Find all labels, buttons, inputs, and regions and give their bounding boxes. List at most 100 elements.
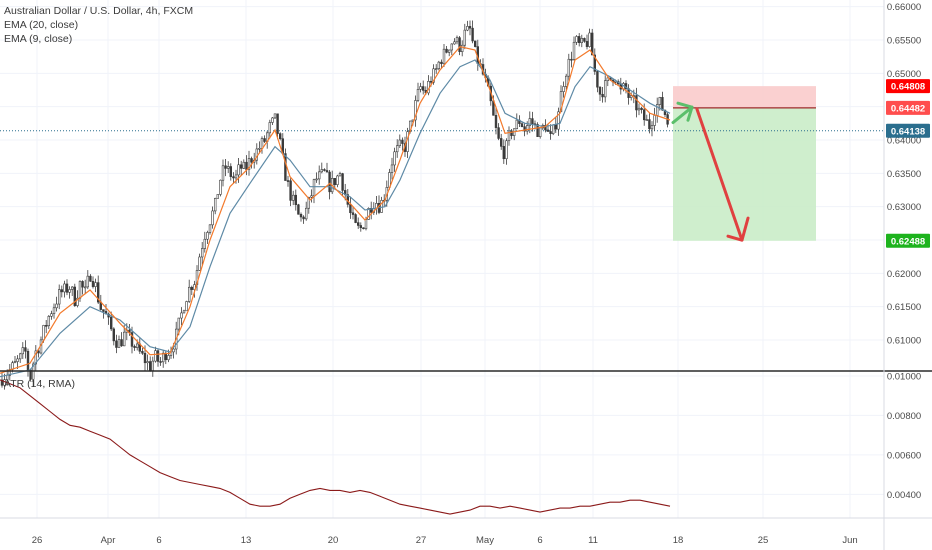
candle-body xyxy=(211,210,214,226)
candle xyxy=(494,107,498,135)
price-tick-label: 0.61000 xyxy=(887,336,921,347)
candle xyxy=(333,178,336,189)
candle xyxy=(588,28,591,48)
candle-body xyxy=(362,227,365,230)
atr-legend[interactable]: ATR (14, RMA) xyxy=(4,378,75,390)
candle xyxy=(336,174,339,188)
candle xyxy=(468,20,472,36)
candle xyxy=(416,82,420,103)
candle-body xyxy=(136,343,139,348)
price-tag-current: 0.64138 xyxy=(886,123,930,138)
candle xyxy=(390,157,394,180)
candle-body xyxy=(18,353,22,360)
candle-body xyxy=(57,289,61,305)
candle-body xyxy=(162,352,165,363)
candle-body xyxy=(648,119,651,130)
candle-body xyxy=(123,331,126,347)
candle xyxy=(356,217,360,229)
candle-body xyxy=(247,158,251,170)
candle xyxy=(471,20,474,44)
candle-body xyxy=(120,339,123,347)
candle xyxy=(445,45,448,54)
candle-body xyxy=(112,328,116,342)
candle xyxy=(393,147,396,172)
candle-body xyxy=(590,32,594,56)
candle-body xyxy=(466,26,469,31)
candle-body xyxy=(214,198,217,212)
candle-body xyxy=(458,37,461,52)
candle-body xyxy=(549,131,552,134)
candle-body xyxy=(273,113,277,119)
candle-body xyxy=(71,286,74,290)
candle-body xyxy=(419,86,422,90)
time-tick-label: Apr xyxy=(101,535,116,546)
time-tick-label: Jun xyxy=(842,535,857,546)
candle xyxy=(325,162,329,173)
candle xyxy=(133,344,136,351)
candle xyxy=(294,189,297,211)
candle-body xyxy=(52,307,56,315)
candle xyxy=(250,156,253,169)
atr-tick-label: 0.00600 xyxy=(887,450,921,461)
candle xyxy=(203,231,206,253)
candle-body xyxy=(440,61,443,65)
symbol-legend[interactable]: Australian Dollar / U.S. Dollar, 4h, FXC… xyxy=(4,5,194,17)
candle-body xyxy=(21,347,24,355)
candle xyxy=(596,70,599,93)
stop-loss-zone xyxy=(673,86,816,108)
candle-body xyxy=(393,151,396,166)
candle xyxy=(323,168,326,172)
candle-body xyxy=(302,216,305,220)
candle xyxy=(47,314,51,329)
candle-body xyxy=(289,180,292,201)
candle-body xyxy=(299,214,303,218)
candle-body xyxy=(91,281,95,287)
candle-body xyxy=(227,166,230,169)
candle xyxy=(120,332,123,347)
candle-body xyxy=(572,41,576,60)
candle-body xyxy=(390,164,394,173)
candle xyxy=(110,311,113,332)
candle-body xyxy=(416,89,420,101)
time-tick-label: 11 xyxy=(588,535,598,546)
candle xyxy=(601,86,604,103)
candle-body xyxy=(154,350,157,362)
candle-body xyxy=(291,194,295,201)
candle-body xyxy=(50,313,53,317)
candle-body xyxy=(232,176,235,179)
price-tick-label: 0.63000 xyxy=(887,202,921,213)
candle-body xyxy=(538,127,542,137)
ema20-legend[interactable]: EMA (20, close) xyxy=(4,19,79,31)
price-tag-text: 0.64138 xyxy=(891,126,925,137)
candle-body xyxy=(242,161,245,169)
candle-body xyxy=(229,166,232,177)
candle xyxy=(91,276,95,289)
candle-body xyxy=(455,37,459,43)
candle-body xyxy=(471,27,474,42)
time-axis-labels: 26 Apr 6 13 20 27 May 6 11 18 25 Jun xyxy=(32,535,858,546)
candle-body xyxy=(333,178,336,185)
candle-body xyxy=(34,350,38,365)
candle-body xyxy=(16,358,19,362)
candle xyxy=(94,278,97,293)
candle-body xyxy=(315,178,318,181)
candle xyxy=(227,161,230,173)
candle-body xyxy=(89,275,92,282)
candle-body xyxy=(317,171,321,180)
candle-body xyxy=(182,310,186,314)
candle-body xyxy=(258,148,261,150)
candle xyxy=(299,212,303,222)
ema9-legend[interactable]: EMA (9, close) xyxy=(4,33,73,45)
candle xyxy=(102,309,105,319)
candle xyxy=(458,36,461,56)
candle-body xyxy=(86,275,90,288)
atr-tick-label: 0.01000 xyxy=(887,371,921,382)
candle xyxy=(603,75,607,103)
candle-body xyxy=(531,118,534,125)
candle-body xyxy=(460,44,464,52)
candle xyxy=(211,206,214,229)
candle-body xyxy=(661,97,664,111)
candle-body xyxy=(629,95,633,98)
candle xyxy=(289,178,292,207)
